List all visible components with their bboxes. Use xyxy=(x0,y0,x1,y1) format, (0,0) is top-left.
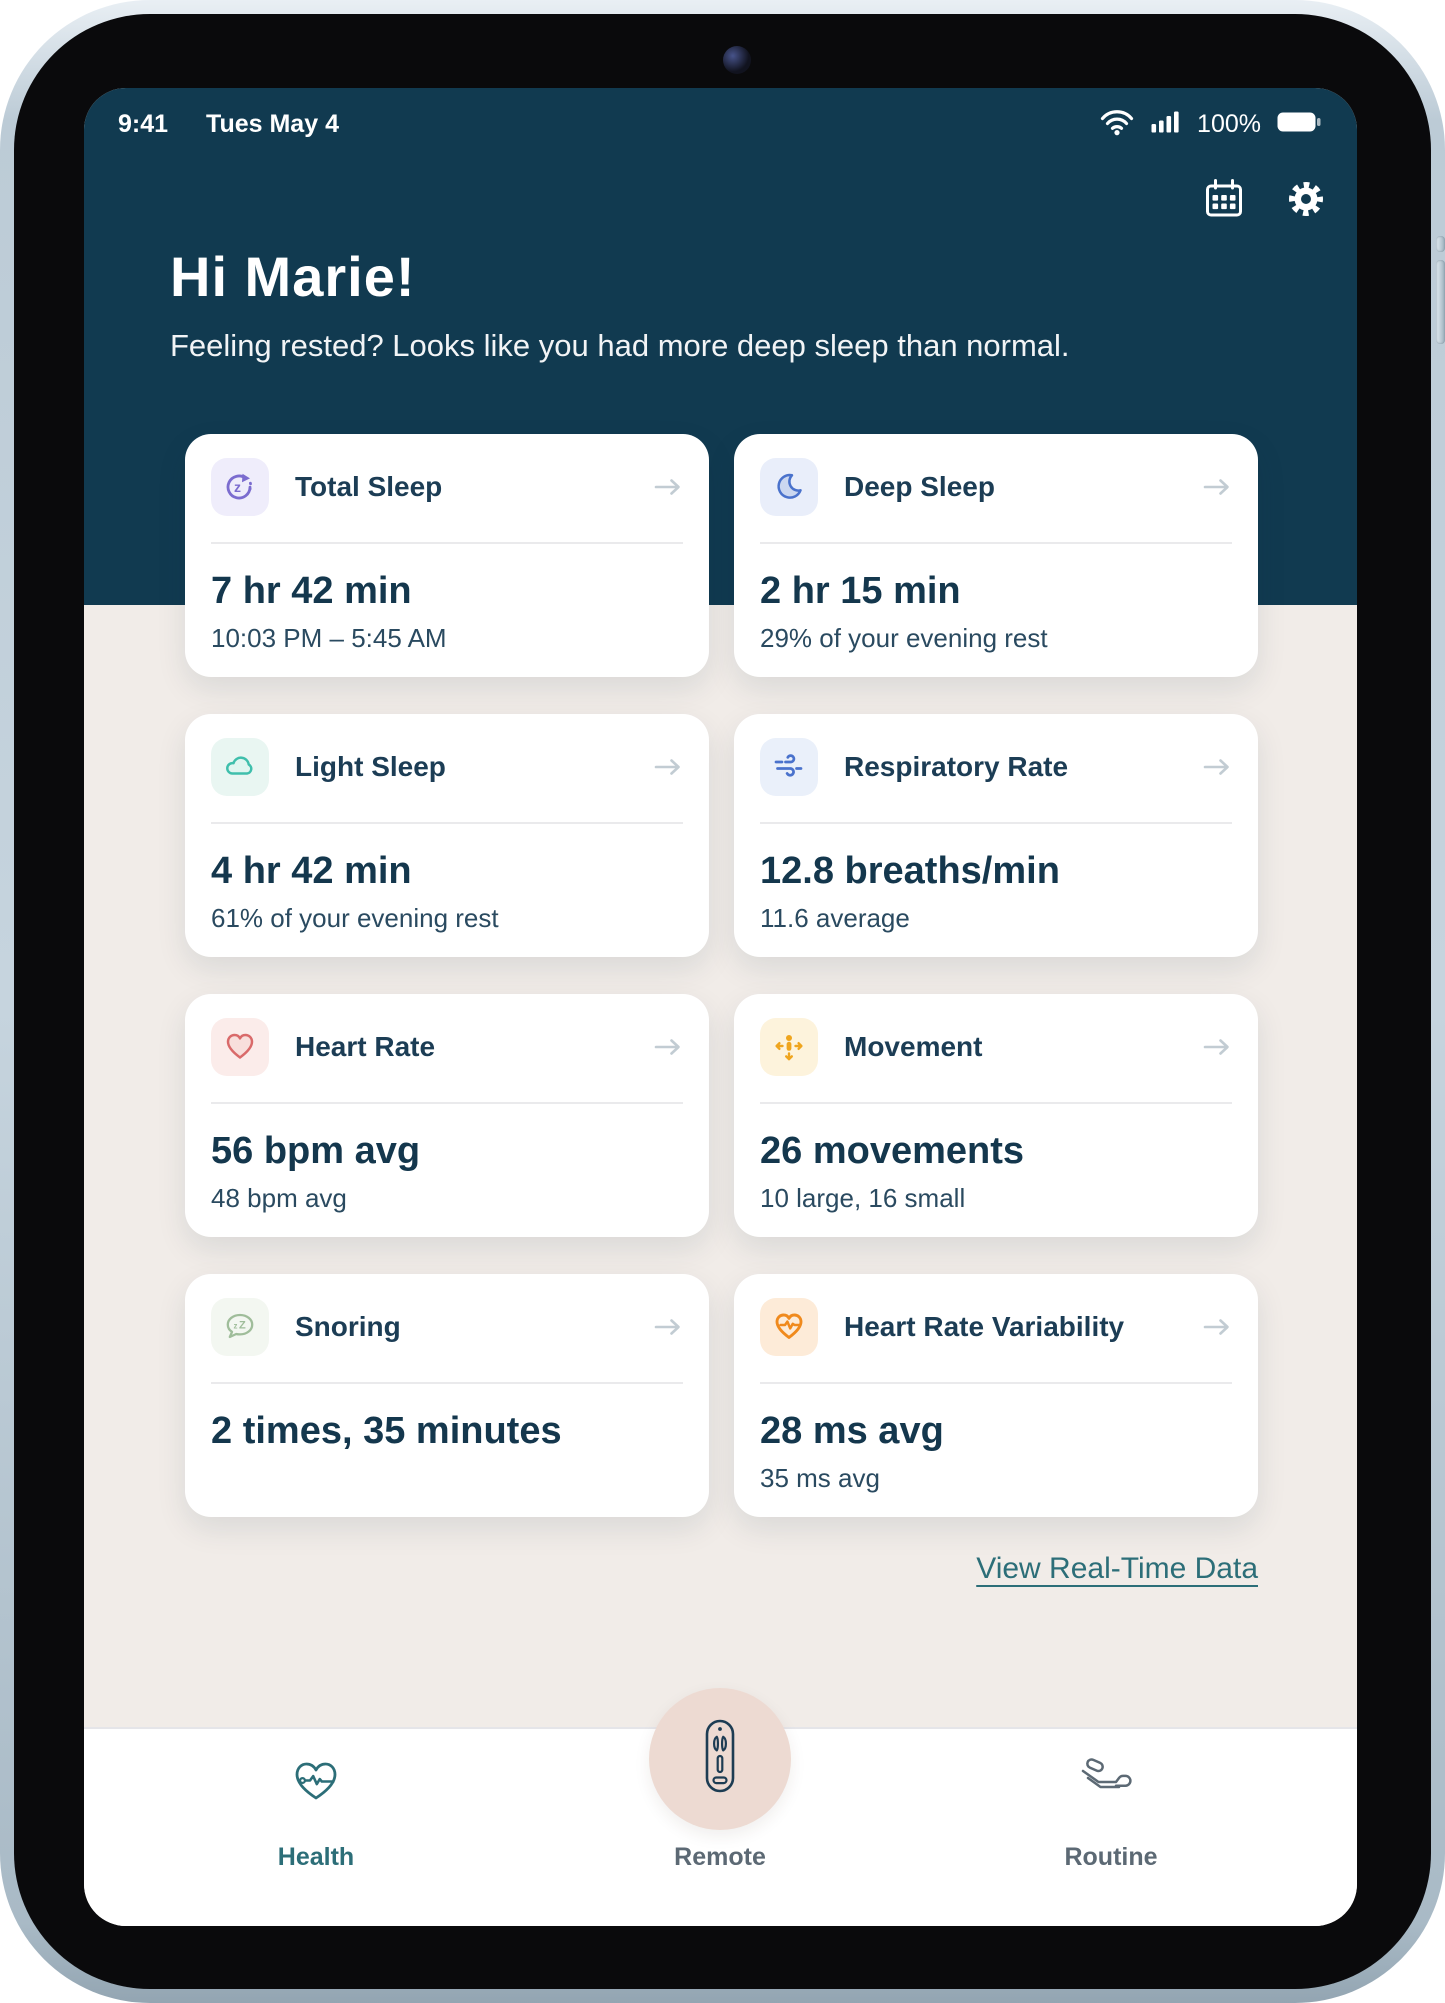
svg-text:Z: Z xyxy=(239,1320,246,1332)
card-value: 7 hr 42 min xyxy=(211,570,412,612)
wifi-icon xyxy=(1099,108,1135,141)
arrow-right-icon xyxy=(654,479,680,495)
card-divider xyxy=(760,1382,1232,1384)
card-value: 2 times, 35 minutes xyxy=(211,1410,562,1452)
front-camera-icon xyxy=(723,46,751,74)
remote-control-icon xyxy=(698,1718,742,1801)
card-title: Deep Sleep xyxy=(844,471,995,502)
card-heart-rate-variability[interactable]: Heart Rate Variability 28 ms avg 35 ms a… xyxy=(734,1274,1258,1517)
remote-circle xyxy=(649,1688,791,1830)
card-value: 4 hr 42 min xyxy=(211,850,412,892)
status-date: Tues May 4 xyxy=(206,110,339,138)
arrow-right-icon xyxy=(654,759,680,775)
arrow-right-icon xyxy=(1203,1319,1229,1335)
card-divider xyxy=(760,542,1232,544)
card-title: Total Sleep xyxy=(295,471,443,502)
page-title: Hi Marie! xyxy=(170,245,416,308)
svg-text:z: z xyxy=(234,479,241,495)
card-title: Respiratory Rate xyxy=(844,751,1069,782)
card-subtitle: 10:03 PM – 5:45 AM xyxy=(211,623,447,653)
card-divider xyxy=(760,1102,1232,1104)
page-subtitle: Feeling rested? Looks like you had more … xyxy=(170,328,1070,363)
card-subtitle: 11.6 average xyxy=(760,903,910,933)
speech-bubble-zz-icon: z Z xyxy=(211,1298,269,1356)
card-subtitle: 48 bpm avg xyxy=(211,1183,347,1213)
header-actions xyxy=(1201,176,1329,222)
card-value: 12.8 breaths/min xyxy=(760,850,1060,892)
view-real-time-data-link[interactable]: View Real-Time Data xyxy=(976,1552,1258,1585)
card-divider xyxy=(211,542,683,544)
status-time: 9:41 xyxy=(118,110,169,138)
cloud-icon xyxy=(211,738,269,796)
arrow-right-icon xyxy=(1203,759,1229,775)
arrow-right-icon xyxy=(1203,1039,1229,1055)
card-divider xyxy=(760,822,1232,824)
tab-health-label: Health xyxy=(277,1843,355,1871)
card-title: Movement xyxy=(844,1031,983,1062)
card-title: Heart Rate xyxy=(295,1031,436,1062)
card-divider xyxy=(211,822,683,824)
battery-icon xyxy=(1277,111,1321,138)
status-bar: 9:41 Tues May 4 xyxy=(118,108,1321,141)
card-title: Snoring xyxy=(295,1311,401,1342)
metric-card-grid: z Total Sleep 7 hr 42 min 10:03 PM – 5:4… xyxy=(185,434,1258,1517)
adjustable-bed-icon xyxy=(1001,1757,1221,1805)
card-subtitle: 29% of your evening rest xyxy=(760,623,1048,653)
tab-routine-label: Routine xyxy=(1064,1843,1158,1871)
card-snoring[interactable]: z Z Snoring 2 times, 35 minutes xyxy=(185,1274,709,1517)
bottom-nav: Health Remote xyxy=(84,1688,1357,1926)
card-value: 56 bpm avg xyxy=(211,1130,421,1172)
volume-down-button[interactable] xyxy=(1436,260,1445,344)
tab-remote-label: Remote xyxy=(674,1843,766,1871)
card-title: Heart Rate Variability xyxy=(844,1311,1125,1342)
card-movement[interactable]: Movement 26 movements 10 large, 16 small xyxy=(734,994,1258,1237)
heart-icon xyxy=(211,1018,269,1076)
arrow-right-icon xyxy=(654,1039,680,1055)
arrow-right-icon xyxy=(654,1319,680,1335)
gear-icon[interactable] xyxy=(1283,176,1329,222)
volume-up-button[interactable] xyxy=(1436,236,1445,252)
card-deep-sleep[interactable]: Deep Sleep 2 hr 15 min 29% of your eveni… xyxy=(734,434,1258,677)
card-divider xyxy=(211,1102,683,1104)
card-value: 26 movements xyxy=(760,1130,1025,1172)
card-title: Light Sleep xyxy=(295,751,446,782)
heart-pulse-icon xyxy=(206,1757,426,1805)
cellular-signal-icon xyxy=(1151,111,1181,138)
app-screen: 9:41 Tues May 4 xyxy=(84,88,1357,1926)
svg-text:z: z xyxy=(234,1322,238,1331)
card-divider xyxy=(211,1382,683,1384)
card-subtitle: 10 large, 16 small xyxy=(760,1183,966,1213)
sleep-cycle-icon: z xyxy=(211,458,269,516)
person-arrows-icon xyxy=(760,1018,818,1076)
card-light-sleep[interactable]: Light Sleep 4 hr 42 min 61% of your even… xyxy=(185,714,709,957)
card-total-sleep[interactable]: z Total Sleep 7 hr 42 min 10:03 PM – 5:4… xyxy=(185,434,709,677)
calendar-icon[interactable] xyxy=(1201,176,1247,222)
card-subtitle: 61% of your evening rest xyxy=(211,903,499,933)
card-value: 28 ms avg xyxy=(760,1410,944,1452)
battery-percent: 100% xyxy=(1197,110,1261,138)
card-value: 2 hr 15 min xyxy=(760,570,961,612)
heart-ecg-icon xyxy=(760,1298,818,1356)
arrow-right-icon xyxy=(1203,479,1229,495)
moon-icon xyxy=(760,458,818,516)
card-subtitle: 35 ms avg xyxy=(760,1463,880,1493)
wind-icon xyxy=(760,738,818,796)
card-respiratory-rate[interactable]: Respiratory Rate 12.8 breaths/min 11.6 a… xyxy=(734,714,1258,957)
card-heart-rate[interactable]: Heart Rate 56 bpm avg 48 bpm avg xyxy=(185,994,709,1237)
